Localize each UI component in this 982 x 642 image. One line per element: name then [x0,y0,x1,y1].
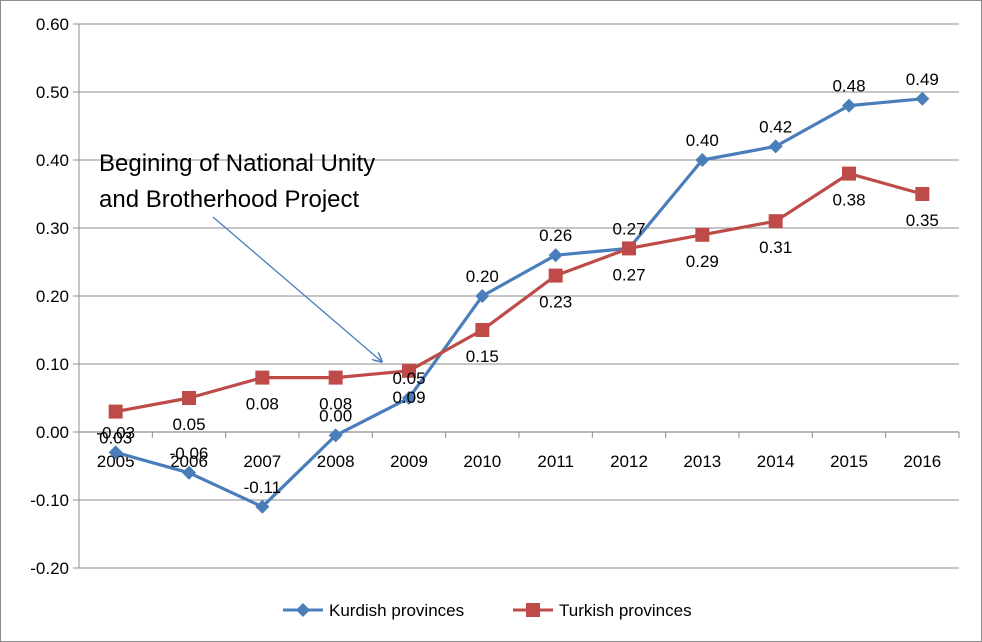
x-tick-label: 2014 [757,452,795,471]
x-tick-label: 2013 [683,452,721,471]
data-point-turkish [402,363,416,378]
data-label-kurdish: 0.49 [906,70,939,89]
data-label-turkish: 0.27 [612,265,645,284]
data-point-turkish [108,404,123,419]
y-tick-label: -0.20 [30,559,69,578]
data-label-turkish: 0.29 [686,252,719,271]
data-point-turkish [328,370,343,385]
data-label-kurdish: -0.11 [244,478,282,497]
data-label-kurdish: 0.05 [392,369,425,388]
x-tick-label: 2005 [97,452,135,471]
legend-marker-kurdish [296,603,310,617]
data-point-turkish [548,268,563,283]
data-point-kurdish [842,98,856,113]
data-label-turkish: 0.08 [246,395,279,414]
data-label-turkish: 0.03 [99,429,132,448]
data-point-kurdish [108,445,123,460]
data-point-turkish [622,241,636,256]
legend-label-kurdish: Kurdish provinces [329,601,464,620]
data-label-turkish: 0.38 [832,191,865,210]
y-tick-label: 0.40 [36,151,69,170]
data-label-turkish: 0.15 [466,347,499,366]
annotation-line-2: and Brotherhood Project [99,186,360,213]
x-tick-label: 2007 [243,452,281,471]
x-tick-labels: 2005 2006 2007 2008 2009 2010 2011 2012 2013 2014… [97,452,941,471]
annotation: Begining of National Unity and Brotherho… [99,150,381,361]
data-point-turkish [695,227,710,242]
y-tick-label: 0.10 [36,355,69,374]
legend-label-turkish: Turkish provinces [559,601,692,620]
x-tick-label: 2012 [610,452,648,471]
x-tick-label: 2006 [170,452,208,471]
y-tick-label: -0.10 [30,491,69,510]
legend-item-turkish: Turkish provinces [513,601,692,620]
y-tick-label: 0.50 [36,83,69,102]
data-label-kurdish: 0.40 [686,131,719,150]
series-markers [108,91,930,514]
data-point-kurdish [548,248,563,263]
data-label-kurdish: 0.27 [612,219,645,238]
y-tick-label: 0.30 [36,219,69,238]
data-label-turkish: 0.05 [172,415,205,434]
data-point-turkish [842,166,856,181]
data-point-kurdish [695,153,710,167]
data-label-turkish: 0.09 [392,388,425,407]
data-label-turkish: 0.08 [319,395,352,414]
y-tick-labels: 0.60 0.50 0.40 0.30 0.20 0.10 0.00 -0.10 -0.20 [30,15,69,578]
data-label-kurdish: -0.03 [96,423,135,442]
data-point-turkish [475,323,490,337]
data-label-kurdish: 0.00 [319,406,352,425]
data-point-kurdish [915,91,930,106]
data-label-kurdish: 0.26 [539,226,572,245]
legend: Kurdish provinces Turkish provinces [283,601,692,620]
data-label-kurdish: 0.48 [832,77,865,96]
y-tick-label: 0.00 [36,423,69,442]
data-point-turkish [768,214,783,229]
axes [73,23,960,569]
data-label-turkish: 0.31 [759,238,792,257]
data-label-kurdish: 0.42 [759,117,792,136]
data-point-turkish [182,391,196,405]
data-label-kurdish: -0.06 [170,444,209,463]
x-tick-label: 2009 [390,452,428,471]
x-tick-label: 2015 [830,452,868,471]
data-point-kurdish [475,289,490,303]
data-point-kurdish [182,465,196,480]
y-tick-label: 0.20 [36,287,69,306]
data-label-turkish: 0.23 [539,293,572,312]
series-lines [115,97,923,509]
series-line-turkish [115,172,923,414]
data-labels: -0.03 -0.06 -0.11 0.00 0.05 0.20 0.26 0.27 0.40 0… [96,70,939,497]
data-label-turkish: 0.35 [906,211,939,230]
data-point-turkish [255,370,270,385]
x-tick-label: 2016 [903,452,941,471]
x-tick-label: 2011 [537,452,574,471]
legend-marker-turkish [526,603,540,617]
gridlines [79,23,959,569]
annotation-line-1: Begining of National Unity [99,150,375,177]
data-point-kurdish [402,391,416,405]
annotation-arrow [212,216,381,361]
data-point-kurdish [255,499,270,514]
data-point-kurdish [328,428,343,443]
x-tick-label: 2010 [463,452,501,471]
x-tick-label: 2008 [317,452,355,471]
data-point-kurdish [768,139,783,154]
legend-item-kurdish: Kurdish provinces [283,601,464,620]
data-label-kurdish: 0.20 [466,267,499,286]
data-point-turkish [915,187,930,201]
y-tick-label: 0.60 [36,15,69,34]
series-line-kurdish [115,97,923,509]
